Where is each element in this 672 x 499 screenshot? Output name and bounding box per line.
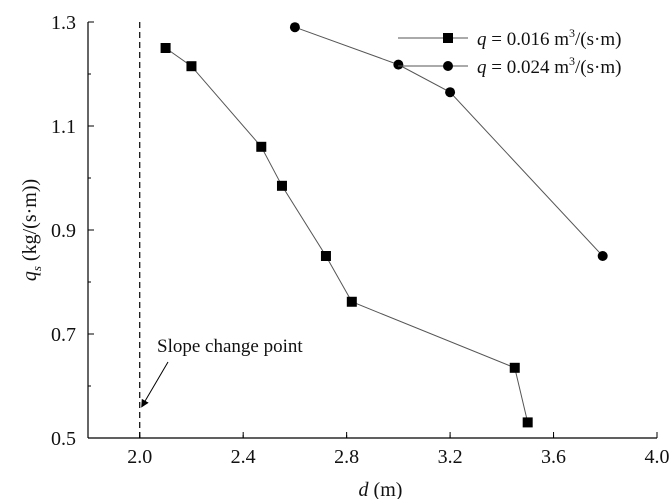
y-axis-title: qs (kg/(s·m))	[19, 179, 44, 281]
data-point	[597, 251, 608, 261]
y-tick-label: 1.1	[51, 116, 76, 138]
legend-item-2: q = 0.024 m3/(s·m)	[398, 54, 621, 78]
series-2	[289, 22, 608, 261]
series-line	[165, 47, 529, 423]
y-axis-title-sub: s	[29, 266, 44, 271]
legend-label-var: q	[477, 29, 487, 50]
x-tick-label: 3.2	[438, 446, 463, 468]
legend-label-var: q	[477, 57, 487, 78]
legend-label: q = 0.016 m3/(s·m)	[477, 26, 621, 50]
legend-label-value: = 0.024 m	[487, 57, 570, 78]
legend-label-sup: 3	[569, 54, 575, 68]
x-axis-title-var: d	[359, 479, 370, 499]
axes: 2.0 2.4 2.8 3.2 3.6 4.00.50.70.91.11.3d (m)qs…	[19, 12, 670, 499]
legend-marker	[443, 33, 453, 43]
x-tick-label: 2.4	[231, 446, 256, 468]
data-point	[160, 43, 171, 53]
data-point	[289, 22, 300, 33]
legend-label-sup: 3	[569, 26, 575, 40]
y-axis-title-var: q	[19, 271, 41, 281]
legend-label: q = 0.024 m3/(s·m)	[477, 54, 621, 78]
y-tick-label: 0.9	[51, 220, 76, 242]
legend: q = 0.016 m3/(s·m)q = 0.024 m3/(s·m)	[398, 26, 621, 78]
series-1	[160, 43, 533, 428]
data-point	[445, 87, 456, 98]
annotation-arrow	[141, 361, 169, 408]
x-axis-title-unit: (m)	[369, 479, 403, 499]
y-tick-label: 0.5	[51, 428, 76, 450]
y-tick-label: 1.3	[51, 12, 76, 34]
data-point	[522, 417, 533, 428]
x-tick-label: 3.6	[541, 446, 566, 468]
series-group	[160, 22, 608, 428]
data-point	[276, 180, 287, 191]
legend-label-unit: /(s·m)	[575, 57, 621, 78]
legend-marker	[443, 61, 453, 71]
y-tick-label: 0.7	[51, 324, 76, 346]
legend-label-value: = 0.016 m	[487, 29, 570, 50]
y-axis-title-unit: (kg/(s·m))	[19, 179, 41, 266]
data-point	[186, 61, 197, 72]
data-point	[320, 251, 331, 261]
legend-item-1: q = 0.016 m3/(s·m)	[398, 26, 621, 50]
x-axis-title: d (m)	[359, 479, 403, 499]
x-tick-label: 4.0	[645, 446, 670, 468]
x-tick-label: 2.0	[127, 446, 152, 468]
x-tick-label: 2.8	[334, 446, 359, 468]
data-point	[509, 362, 520, 373]
annotation: Slope change point	[141, 336, 303, 408]
data-point	[346, 296, 357, 307]
legend-label-unit: /(s·m)	[575, 29, 621, 50]
data-point	[256, 141, 267, 152]
data-point	[393, 59, 404, 70]
series-line	[294, 26, 604, 257]
annotation-label: Slope change point	[157, 336, 303, 357]
